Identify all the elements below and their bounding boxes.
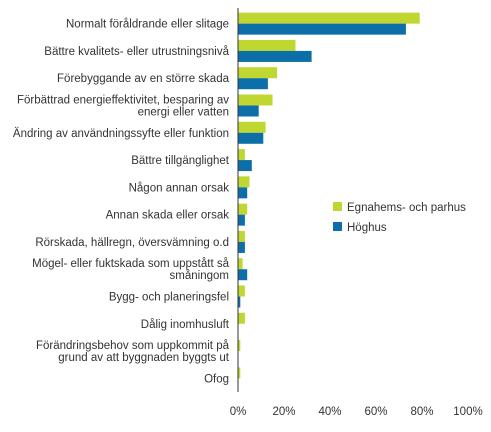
category-label: småningom [170, 270, 229, 282]
bar-egnahems [238, 340, 241, 352]
bar-egnahems [238, 39, 296, 51]
category-label: Ändring av användningssyfte eller funkti… [13, 128, 229, 140]
bar-egnahems [238, 94, 273, 106]
bar-egnahems [238, 149, 245, 161]
category-label: Någon annan orsak [129, 182, 230, 194]
bar-egnahems [238, 367, 241, 379]
category-label: Rörskada, hällregn, översvämning o.d [35, 237, 229, 249]
bar-egnahems [238, 12, 420, 24]
bar-egnahems [238, 312, 245, 324]
bar-egnahems [238, 203, 248, 215]
category-label: Förebyggande av en större skada [57, 73, 230, 85]
category-label: Bättre tillgänglighet [131, 155, 230, 167]
bar-hoghus [238, 160, 252, 172]
category-label: grund av att byggnaden byggts ut [58, 352, 230, 364]
category-label: energi eller vatten [138, 107, 229, 119]
bar-hoghus [238, 296, 241, 308]
x-tick-label: 100% [453, 406, 482, 418]
bar-egnahems [238, 67, 278, 79]
bar-hoghus [238, 269, 248, 281]
x-tick-label: 20% [272, 406, 295, 418]
bar-egnahems [238, 230, 245, 242]
category-label: Förändringsbehov som uppkommit på [36, 340, 230, 352]
legend-label: Höghus [347, 222, 387, 234]
category-label: Ofog [204, 373, 229, 385]
bar-hoghus [238, 50, 312, 62]
bar-hoghus [238, 105, 259, 117]
bar-hoghus [238, 214, 245, 226]
category-label: Bygg- och planeringsfel [109, 292, 229, 304]
legend-label: Egnahems- och parhus [347, 202, 466, 214]
x-tick-label: 40% [318, 406, 341, 418]
category-label: Annan skada eller orsak [106, 210, 230, 222]
bar-hoghus [238, 241, 245, 253]
category-label: Normalt föråldrande eller slitage [66, 19, 229, 31]
bar-egnahems [238, 121, 266, 133]
bar-hoghus [238, 23, 406, 35]
x-tick-label: 0% [230, 406, 247, 418]
legend-swatch-egnahems [333, 202, 342, 211]
category-label: Dålig inomhusluft [141, 319, 230, 331]
x-tick-label: 80% [410, 406, 433, 418]
bar-egnahems [238, 285, 245, 297]
legend-swatch-hoghus [333, 222, 342, 231]
x-tick-label: 60% [364, 406, 387, 418]
bar-egnahems [238, 176, 250, 188]
bar-hoghus [238, 187, 248, 199]
bar-hoghus [238, 78, 268, 90]
bar-egnahems [238, 258, 243, 270]
bar-hoghus [238, 132, 264, 144]
category-label: Mögel- eller fuktskada som uppstått så [32, 258, 229, 270]
category-label: Bättre kvalitets- eller utrustningsnivå [44, 46, 229, 58]
category-label: Förbättrad energieffektivitet, besparing… [17, 95, 229, 107]
